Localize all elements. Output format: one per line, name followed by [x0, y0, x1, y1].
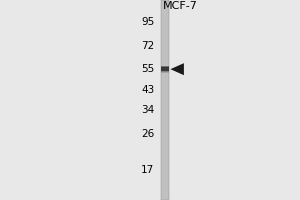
- Bar: [160, 0, 169, 200]
- Text: 17: 17: [141, 165, 154, 175]
- Bar: [160, 67, 169, 71]
- Bar: [160, 67, 169, 70]
- Polygon shape: [170, 63, 184, 75]
- Text: MCF-7: MCF-7: [163, 1, 197, 11]
- Text: 72: 72: [141, 41, 154, 51]
- Bar: [160, 67, 169, 71]
- Text: 26: 26: [141, 129, 154, 139]
- Text: 95: 95: [141, 17, 154, 27]
- Text: 43: 43: [141, 85, 154, 95]
- Text: 55: 55: [141, 64, 154, 74]
- Bar: [160, 70, 169, 73]
- Bar: [160, 69, 169, 72]
- Bar: [160, 66, 169, 68]
- Text: 34: 34: [141, 105, 154, 115]
